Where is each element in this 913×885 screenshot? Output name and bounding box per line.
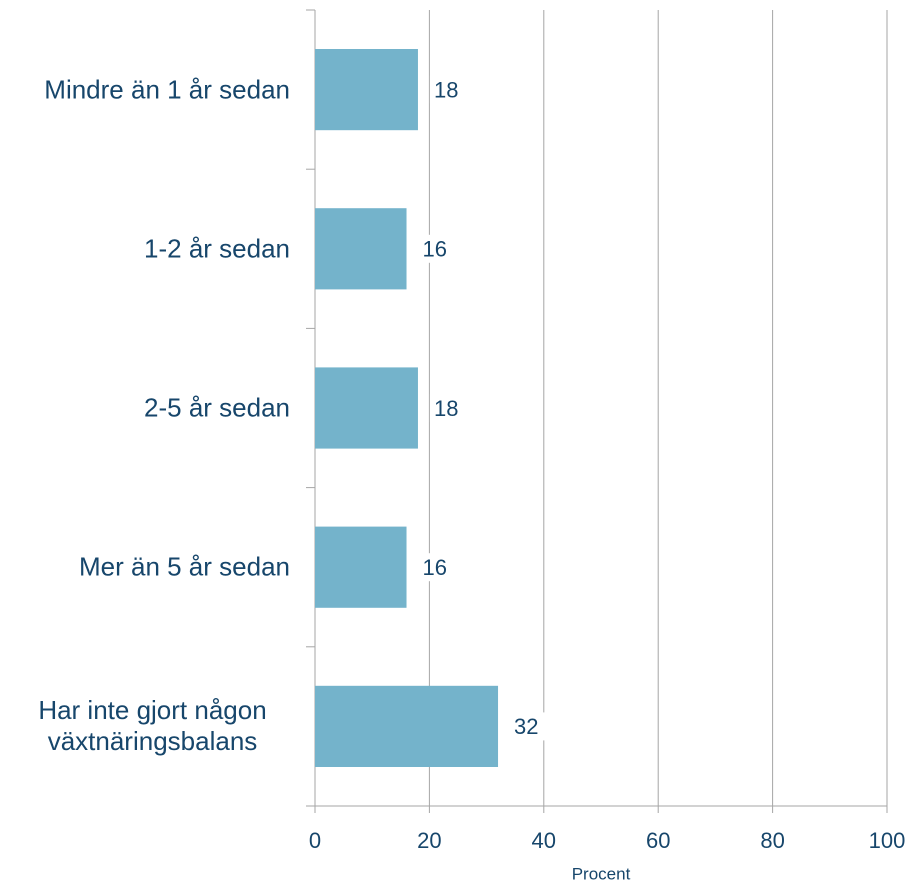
value-label: 18 <box>434 77 458 102</box>
y-tick-label: 1-2 år sedan <box>144 233 290 264</box>
y-tick-label-box: Mer än 5 år sedan <box>0 552 290 583</box>
x-tick-label: 20 <box>417 828 441 853</box>
value-label-bg <box>429 75 470 104</box>
y-tick-label-box: Har inte gjort någon växtnäringsbalans <box>0 695 290 757</box>
x-tick-label: 40 <box>532 828 556 853</box>
y-tick-label-box: 1-2 år sedan <box>0 233 290 264</box>
x-axis-label: Procent <box>572 864 631 883</box>
bar <box>315 685 499 767</box>
y-tick-label-box: 2-5 år sedan <box>0 393 290 424</box>
value-label: 16 <box>423 237 447 262</box>
y-tick-label: Mindre än 1 år sedan <box>44 74 290 105</box>
y-tick-label: Mer än 5 år sedan <box>78 551 290 582</box>
bar <box>315 526 407 608</box>
bar <box>315 49 418 131</box>
value-label: 18 <box>434 396 458 421</box>
value-label-bg <box>429 394 470 422</box>
x-tick-label: 0 <box>309 828 321 853</box>
value-label: 32 <box>514 714 538 739</box>
value-label-bg <box>418 553 459 582</box>
y-tick-label-box: Mindre än 1 år sedan <box>0 74 290 105</box>
x-tick-label: 100 <box>869 828 906 853</box>
value-label: 16 <box>423 555 447 580</box>
value-label-bg <box>510 712 551 741</box>
y-tick-label: 2-5 år sedan <box>144 392 290 423</box>
x-tick-label: 60 <box>646 828 670 853</box>
value-label-bg <box>418 234 459 263</box>
y-tick-label: Har inte gjort någon växtnäringsbalans <box>38 695 267 757</box>
bar <box>315 367 418 449</box>
bar <box>315 208 407 290</box>
x-tick-label: 80 <box>760 828 784 853</box>
